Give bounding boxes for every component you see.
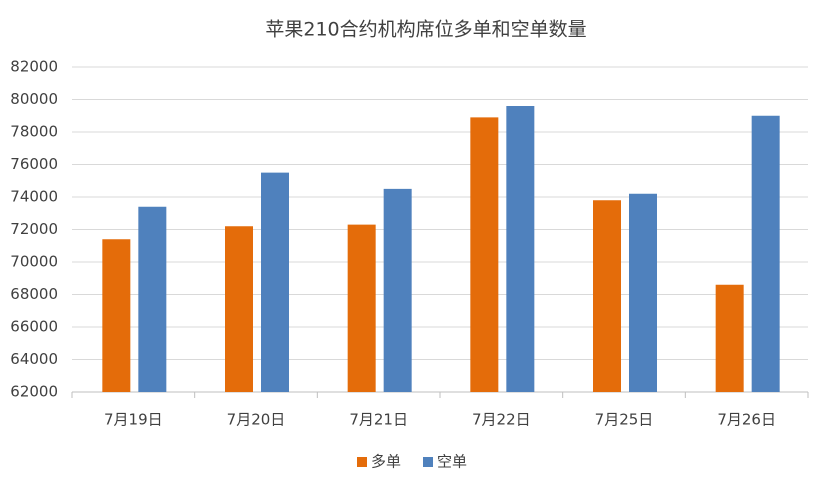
bar [102,239,131,392]
y-tick-label: 78000 [10,123,58,141]
y-tick-label: 74000 [10,188,58,206]
legend-label: 空单 [437,453,467,471]
bar [383,188,412,392]
legend-swatch [357,457,367,467]
x-tick-label: 7月21日 [349,411,408,429]
x-tick-label: 7月26日 [717,411,776,429]
x-tick-label: 7月22日 [472,411,531,429]
x-tick-label: 7月25日 [595,411,654,429]
legend-label: 多单 [371,453,401,471]
bar [225,226,253,392]
y-tick-label: 70000 [10,253,58,271]
bar [506,106,535,392]
y-tick-label: 76000 [10,155,58,173]
bar [593,200,621,392]
y-tick-label: 66000 [10,318,58,336]
bar [715,284,744,392]
y-tick-label: 68000 [10,285,58,303]
chart-title: 苹果210合约机构席位多单和空单数量 [265,19,586,41]
bar [261,172,289,392]
y-tick-label: 62000 [10,383,58,401]
bar [470,117,499,392]
y-tick-label: 82000 [10,58,58,76]
y-tick-label: 72000 [10,220,58,238]
bar [629,193,657,392]
bar [347,224,376,392]
bar [751,115,780,392]
x-tick-label: 7月19日 [104,411,163,429]
y-tick-label: 80000 [10,90,58,108]
y-tick-label: 64000 [10,350,58,368]
x-tick-label: 7月20日 [227,411,286,429]
legend-swatch [423,457,433,467]
bar [138,206,167,392]
